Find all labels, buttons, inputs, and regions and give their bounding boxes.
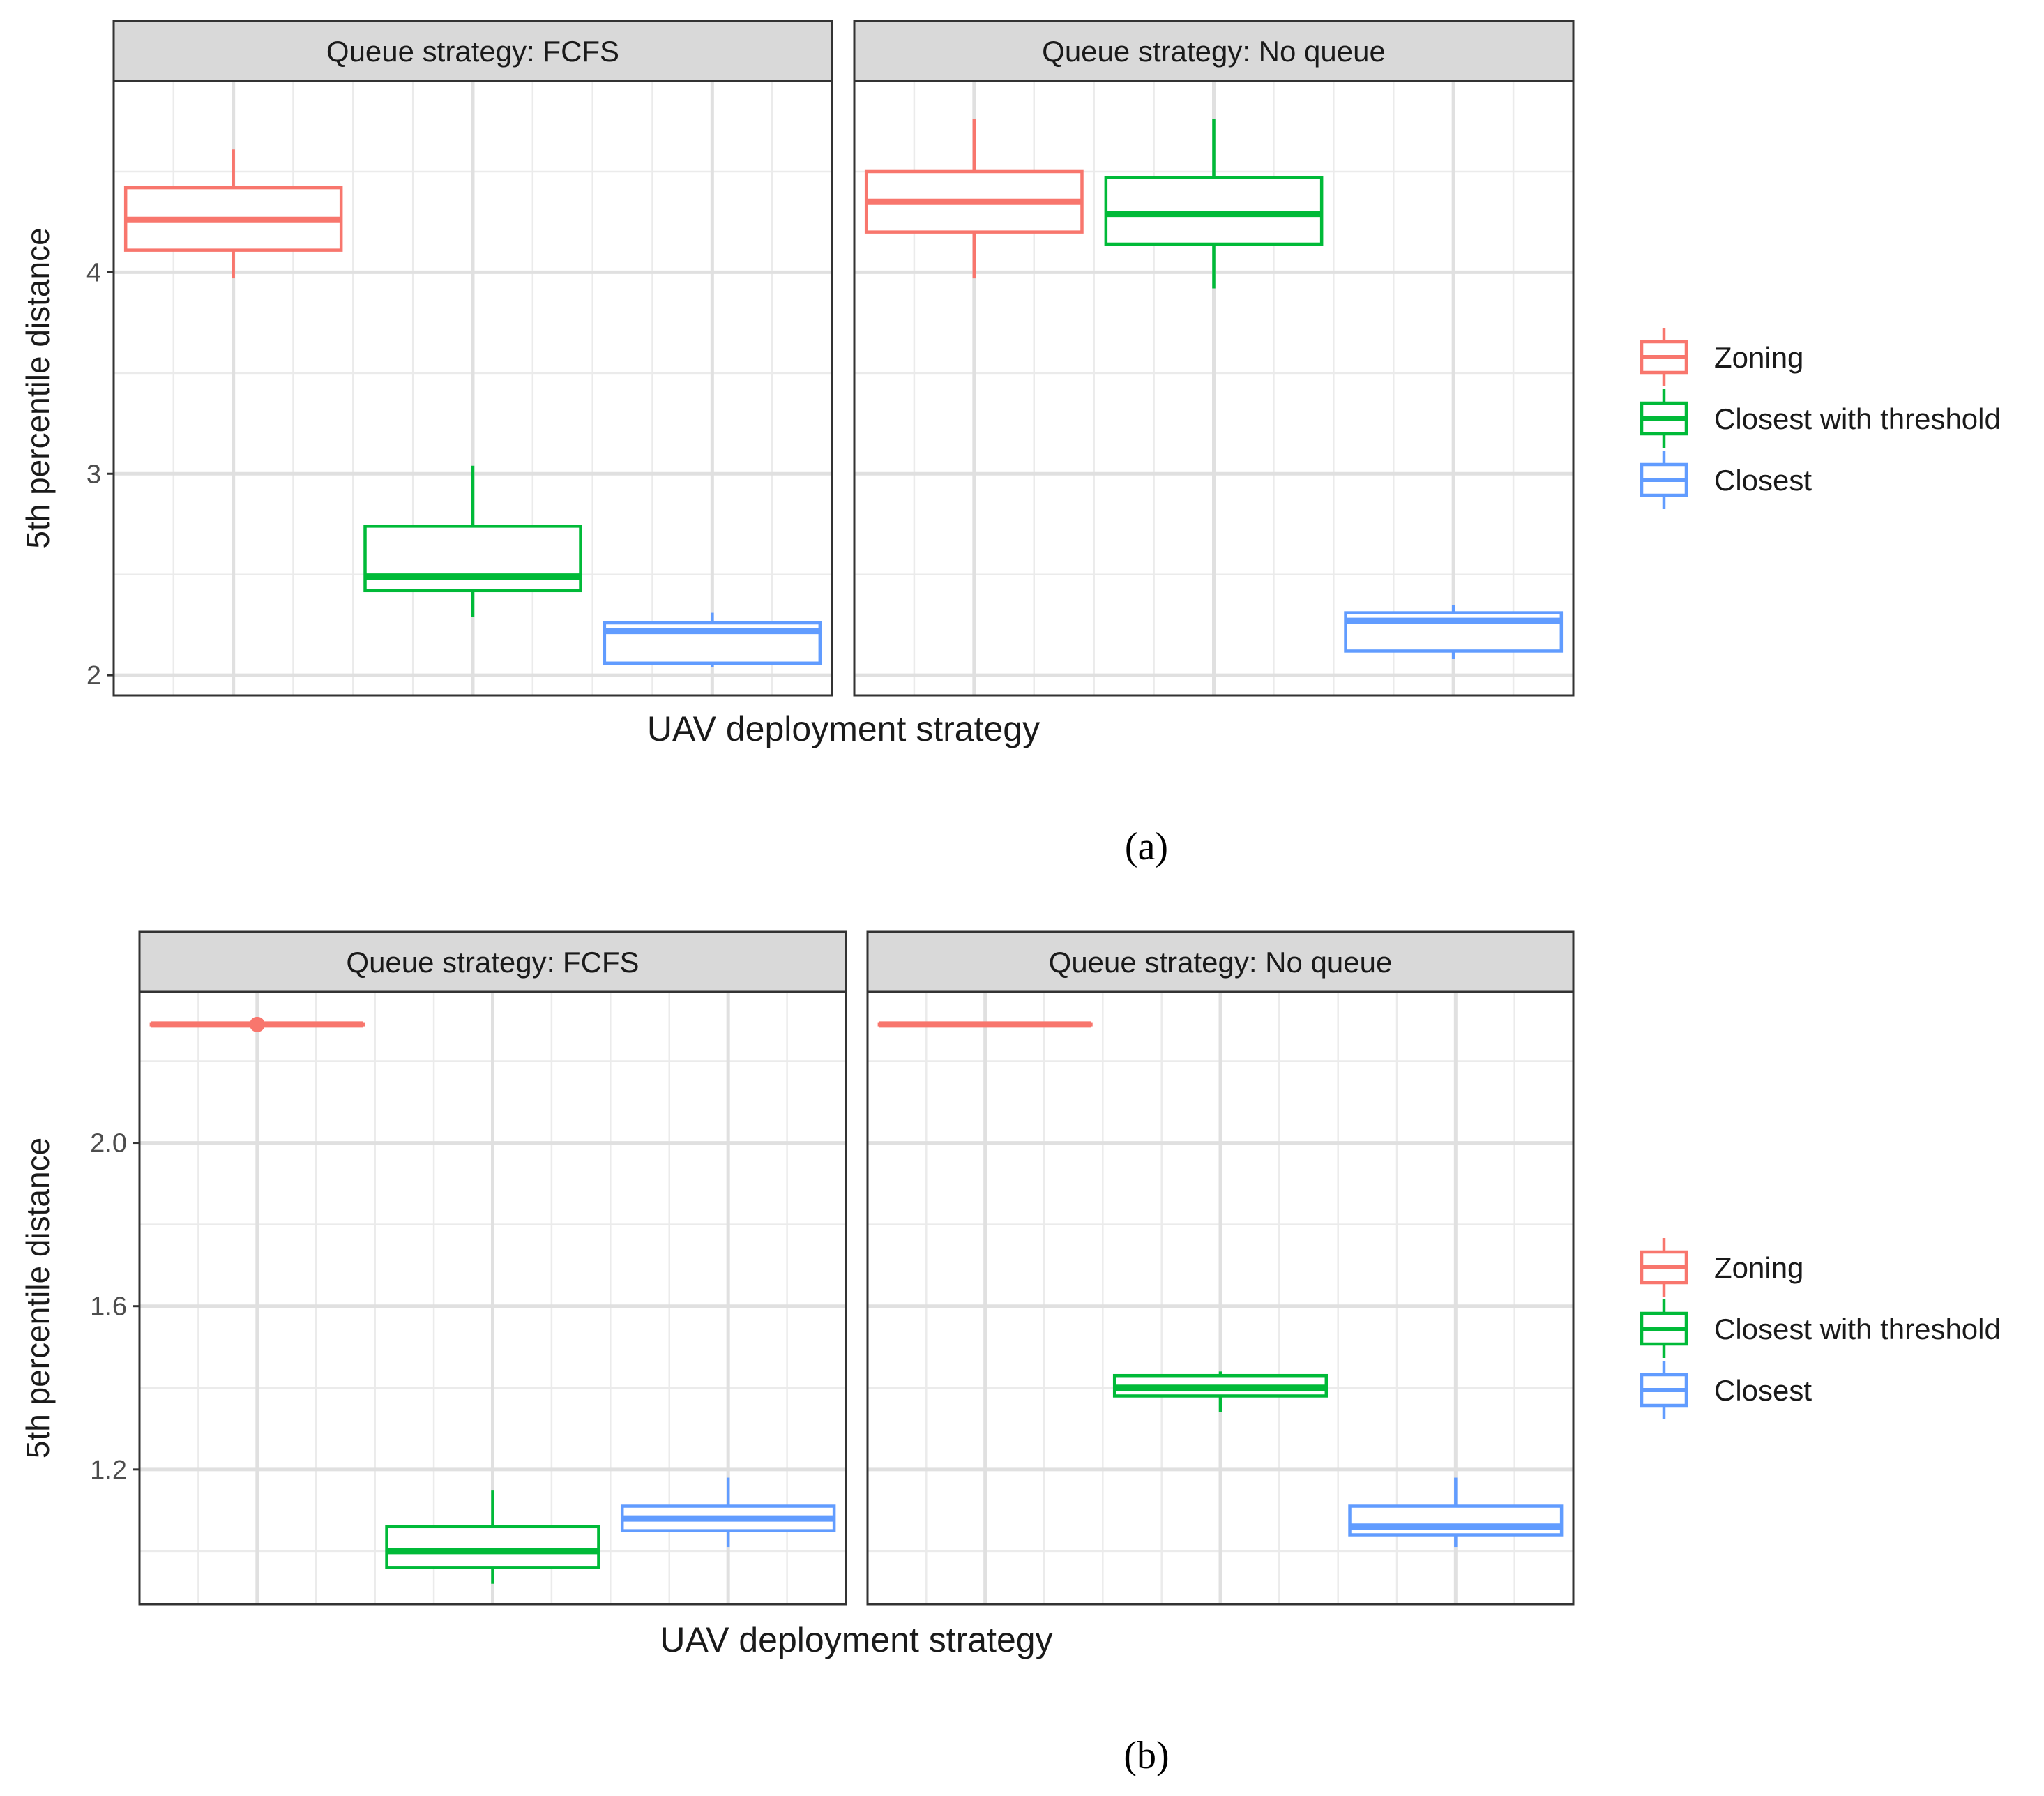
legend-item-closest: Closest [1640, 451, 1812, 509]
y-tick-label: 1.2 [90, 1456, 127, 1485]
x-axis-label: UAV deployment strategy [647, 709, 1040, 748]
legend: Zoning Closest with threshold Closest [1640, 328, 2001, 509]
box-closest-with-threshold [1104, 119, 1324, 289]
figure-caption: (a) [1125, 825, 1168, 868]
legend-label: Closest [1714, 464, 1812, 497]
legend-item-zoning: Zoning [1640, 1238, 1803, 1297]
legend-label: Zoning [1714, 341, 1803, 374]
facet-panel: Queue strategy: No queue [853, 20, 1575, 697]
facet-panel: Queue strategy: No queue [866, 930, 1575, 1606]
y-tick-label: 3 [86, 460, 101, 489]
legend-label: Closest with threshold [1714, 402, 2001, 435]
strip-background [853, 20, 1575, 82]
box-closest-with-threshold [363, 465, 582, 617]
box-body [363, 525, 582, 593]
box-closest [1344, 605, 1564, 660]
y-axis-label: 5th percentile distance [20, 227, 56, 548]
box-closest-with-threshold [385, 1490, 600, 1584]
box-body [1348, 1504, 1564, 1537]
strip-background [866, 930, 1575, 993]
box-body [385, 1525, 600, 1569]
legend-label: Closest with threshold [1714, 1313, 2001, 1345]
strip-label: Queue strategy: No queue [1049, 946, 1393, 979]
y-tick-label: 2.0 [90, 1129, 127, 1159]
outlier-point [249, 1016, 265, 1032]
legend-item-closest-with-threshold: Closest with threshold [1640, 1299, 2001, 1358]
y-axis-label: 5th percentile distance [20, 1138, 56, 1458]
facet-panel: Queue strategy: FCFS 1.2 1.6 2.0 [90, 930, 847, 1606]
strip-background [138, 930, 847, 993]
box-closest [603, 612, 822, 667]
figure-caption: (b) [1123, 1734, 1169, 1777]
strip-label: Queue strategy: FCFS [346, 946, 639, 979]
y-tick-label: 2 [86, 661, 101, 691]
strip-label: Queue strategy: No queue [1042, 35, 1386, 68]
box-zoning [123, 149, 343, 279]
legend-item-closest: Closest [1640, 1361, 1812, 1419]
strip-label: Queue strategy: FCFS [326, 35, 619, 68]
x-axis-label: UAV deployment strategy [660, 1620, 1052, 1659]
box-zoning [149, 1016, 365, 1032]
chart-a: Queue strategy: FCFS 2 3 4 Queue strategy: N… [20, 20, 2001, 868]
facet-panel: Queue strategy: FCFS 2 3 4 [86, 20, 833, 697]
legend-item-zoning: Zoning [1640, 328, 1803, 386]
legend-label: Closest [1714, 1374, 1812, 1407]
box-closest-with-threshold [1112, 1371, 1328, 1412]
y-tick-label: 1.6 [90, 1292, 127, 1322]
legend-label: Zoning [1714, 1251, 1803, 1284]
box-closest [620, 1477, 836, 1548]
legend: Zoning Closest with threshold Closest [1640, 1238, 2001, 1419]
box-zoning [864, 119, 1084, 279]
y-tick-label: 4 [86, 258, 101, 287]
legend-item-closest-with-threshold: Closest with threshold [1640, 389, 2001, 448]
box-closest [1348, 1477, 1564, 1548]
strip-background [112, 20, 833, 82]
